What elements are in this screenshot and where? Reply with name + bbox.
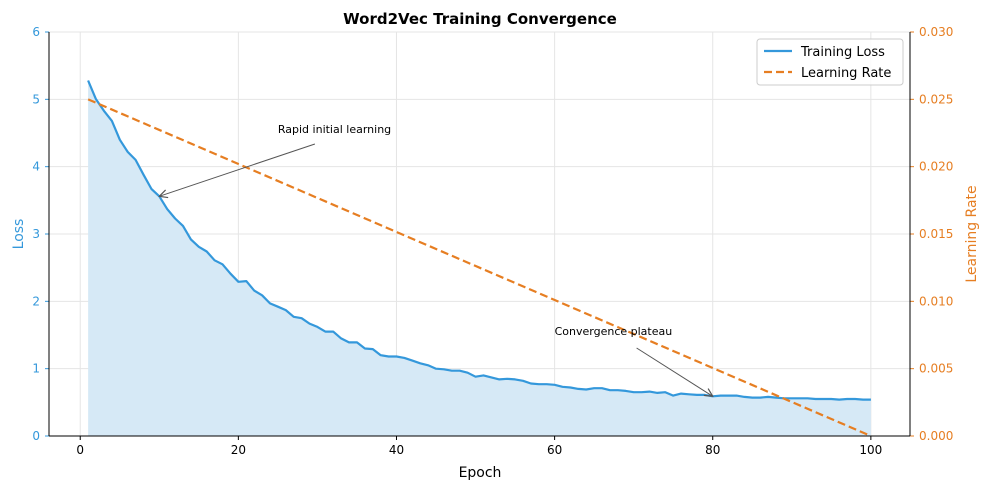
y2-axis-label: Learning Rate <box>964 185 980 282</box>
x-tick-label: 80 <box>705 443 720 457</box>
legend-lr-label: Learning Rate <box>801 66 891 81</box>
y2-tick-label: 0.000 <box>919 429 953 443</box>
annotation-text: Rapid initial learning <box>278 123 391 136</box>
legend: Training Loss Learning Rate <box>756 38 904 86</box>
loss-area-fill <box>88 80 871 436</box>
x-tick-label: 0 <box>76 443 84 457</box>
y2-tick-label: 0.030 <box>919 25 953 39</box>
y2-tick-label: 0.015 <box>919 227 953 241</box>
y-tick-label: 5 <box>32 92 40 106</box>
annotation-text: Convergence plateau <box>555 325 673 338</box>
y-tick-label: 2 <box>32 294 40 308</box>
y2-tick-label: 0.005 <box>919 362 953 376</box>
x-tick-label: 60 <box>547 443 562 457</box>
axes: 0 20 40 60 80 100 0 1 2 3 4 5 6 0.000 0.005 0.010 0.015 0… <box>32 25 953 457</box>
x-axis-label: Epoch <box>459 465 502 481</box>
y2-tick-label: 0.025 <box>919 92 953 106</box>
y-tick-label: 6 <box>32 25 40 39</box>
y2-tick-label: 0.020 <box>919 160 953 174</box>
learning-rate-line <box>87 98 872 438</box>
training-loss-line <box>87 80 871 401</box>
x-tick-label: 20 <box>231 443 246 457</box>
legend-loss-label: Training Loss <box>800 45 885 60</box>
annotation-arrow <box>159 143 316 196</box>
y2-tick-label: 0.010 <box>919 294 953 308</box>
chart-title: Word2Vec Training Convergence <box>343 10 617 28</box>
x-tick-label: 40 <box>389 443 404 457</box>
y-tick-label: 1 <box>32 362 40 376</box>
y-tick-label: 3 <box>32 227 40 241</box>
grid <box>49 31 910 437</box>
y-tick-label: 0 <box>32 429 40 443</box>
x-tick-label: 100 <box>859 443 882 457</box>
annotations: Rapid initial learning Convergence platea… <box>159 123 712 396</box>
annotation-arrow <box>636 347 713 396</box>
y-axis-label: Loss <box>11 219 27 250</box>
y-tick-label: 4 <box>32 160 40 174</box>
